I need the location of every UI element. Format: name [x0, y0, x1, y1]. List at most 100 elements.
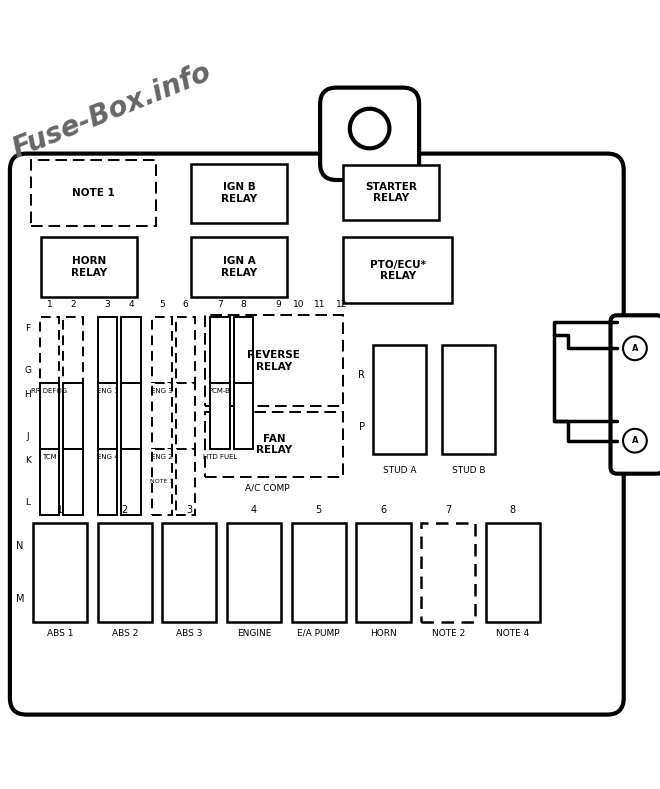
Text: 7: 7 — [217, 300, 222, 308]
Text: ABS 3: ABS 3 — [176, 629, 203, 638]
Text: REVERSE
RELAY: REVERSE RELAY — [248, 350, 300, 372]
Text: A: A — [632, 344, 638, 353]
Bar — [191, 163, 287, 223]
Bar — [205, 413, 343, 477]
Text: ENG 4: ENG 4 — [97, 454, 118, 460]
Text: 11: 11 — [314, 300, 326, 308]
Text: ENG 2: ENG 2 — [151, 454, 172, 460]
FancyBboxPatch shape — [320, 88, 419, 180]
Bar — [210, 383, 230, 449]
Text: 10: 10 — [293, 300, 305, 308]
Text: 12: 12 — [335, 300, 347, 308]
Bar — [234, 383, 253, 449]
Text: 1: 1 — [47, 300, 52, 308]
Bar — [227, 523, 281, 623]
Text: 5: 5 — [159, 300, 164, 308]
Bar — [176, 316, 195, 383]
Bar — [121, 316, 141, 383]
Bar — [176, 383, 195, 449]
Text: NOTE 3: NOTE 3 — [150, 479, 174, 484]
Text: ABS 1: ABS 1 — [47, 629, 73, 638]
Text: IGN A
RELAY: IGN A RELAY — [221, 256, 257, 278]
Bar — [176, 449, 195, 514]
Bar — [486, 523, 540, 623]
Text: 8: 8 — [510, 505, 516, 515]
Circle shape — [623, 336, 647, 361]
Text: Fuse-Box.info: Fuse-Box.info — [9, 58, 216, 163]
Text: H: H — [24, 390, 31, 399]
Bar — [162, 523, 216, 623]
Bar — [40, 316, 59, 383]
Bar — [421, 523, 475, 623]
Bar — [152, 316, 172, 383]
Text: RR DEFOG: RR DEFOG — [32, 388, 67, 394]
Bar — [234, 316, 253, 383]
FancyBboxPatch shape — [10, 154, 624, 715]
Bar — [210, 316, 230, 383]
Bar — [31, 160, 156, 226]
Bar — [98, 383, 117, 449]
Text: PCM-B: PCM-B — [209, 388, 231, 394]
Circle shape — [350, 109, 389, 148]
Text: F: F — [25, 324, 30, 333]
Bar — [152, 383, 172, 449]
Bar — [40, 383, 59, 449]
Text: 4: 4 — [129, 300, 134, 308]
Bar — [152, 449, 172, 514]
Bar — [33, 523, 87, 623]
Bar — [343, 166, 439, 219]
Text: PTO/ECU*
RELAY: PTO/ECU* RELAY — [370, 260, 426, 281]
Text: FAN
RELAY: FAN RELAY — [256, 434, 292, 455]
Text: HORN
RELAY: HORN RELAY — [71, 256, 107, 278]
Bar — [63, 449, 83, 514]
Bar — [205, 316, 343, 406]
Text: TCM: TCM — [42, 454, 57, 460]
Text: ENG 1: ENG 1 — [97, 388, 118, 394]
Text: 2: 2 — [121, 505, 128, 515]
Text: 8: 8 — [241, 300, 246, 308]
Text: A/C COMP: A/C COMP — [245, 484, 290, 492]
Bar — [121, 449, 141, 514]
Text: 1: 1 — [57, 505, 63, 515]
Text: 6: 6 — [380, 505, 387, 515]
Bar — [63, 316, 83, 383]
Text: STARTER
RELAY: STARTER RELAY — [365, 181, 417, 204]
Text: N: N — [16, 541, 24, 552]
Text: STUD B: STUD B — [452, 466, 485, 475]
Bar — [98, 523, 152, 623]
Bar — [41, 237, 137, 297]
Text: ENG 3: ENG 3 — [151, 388, 172, 394]
Text: ENGINE: ENGINE — [237, 629, 271, 638]
Text: IGN B
RELAY: IGN B RELAY — [221, 182, 257, 204]
Text: ABS 2: ABS 2 — [112, 629, 138, 638]
Text: 7: 7 — [445, 505, 451, 515]
Text: E/A PUMP: E/A PUMP — [298, 629, 340, 638]
Text: P: P — [358, 422, 365, 432]
Text: G: G — [24, 366, 31, 376]
Text: NOTE 2: NOTE 2 — [432, 629, 465, 638]
Text: HORN: HORN — [370, 629, 397, 638]
Bar — [343, 237, 452, 304]
Text: 3: 3 — [186, 505, 193, 515]
Bar — [98, 449, 117, 514]
Bar — [356, 523, 411, 623]
Bar — [98, 316, 117, 383]
Text: 4: 4 — [251, 505, 257, 515]
Bar — [191, 237, 287, 297]
Bar — [63, 383, 83, 449]
Text: A: A — [632, 436, 638, 445]
Bar — [40, 449, 59, 514]
Text: K: K — [25, 456, 30, 465]
Text: HTD FUEL: HTD FUEL — [203, 454, 237, 460]
Bar — [373, 345, 426, 454]
Text: 6: 6 — [183, 300, 188, 308]
Text: STUD A: STUD A — [383, 466, 416, 475]
Text: NOTE 4: NOTE 4 — [496, 629, 529, 638]
Text: 3: 3 — [105, 300, 110, 308]
Text: L: L — [25, 498, 30, 507]
Text: NOTE 1: NOTE 1 — [73, 189, 115, 198]
Text: 9: 9 — [275, 300, 280, 308]
Text: 5: 5 — [315, 505, 322, 515]
Text: R: R — [358, 370, 365, 380]
Text: M: M — [16, 594, 24, 604]
